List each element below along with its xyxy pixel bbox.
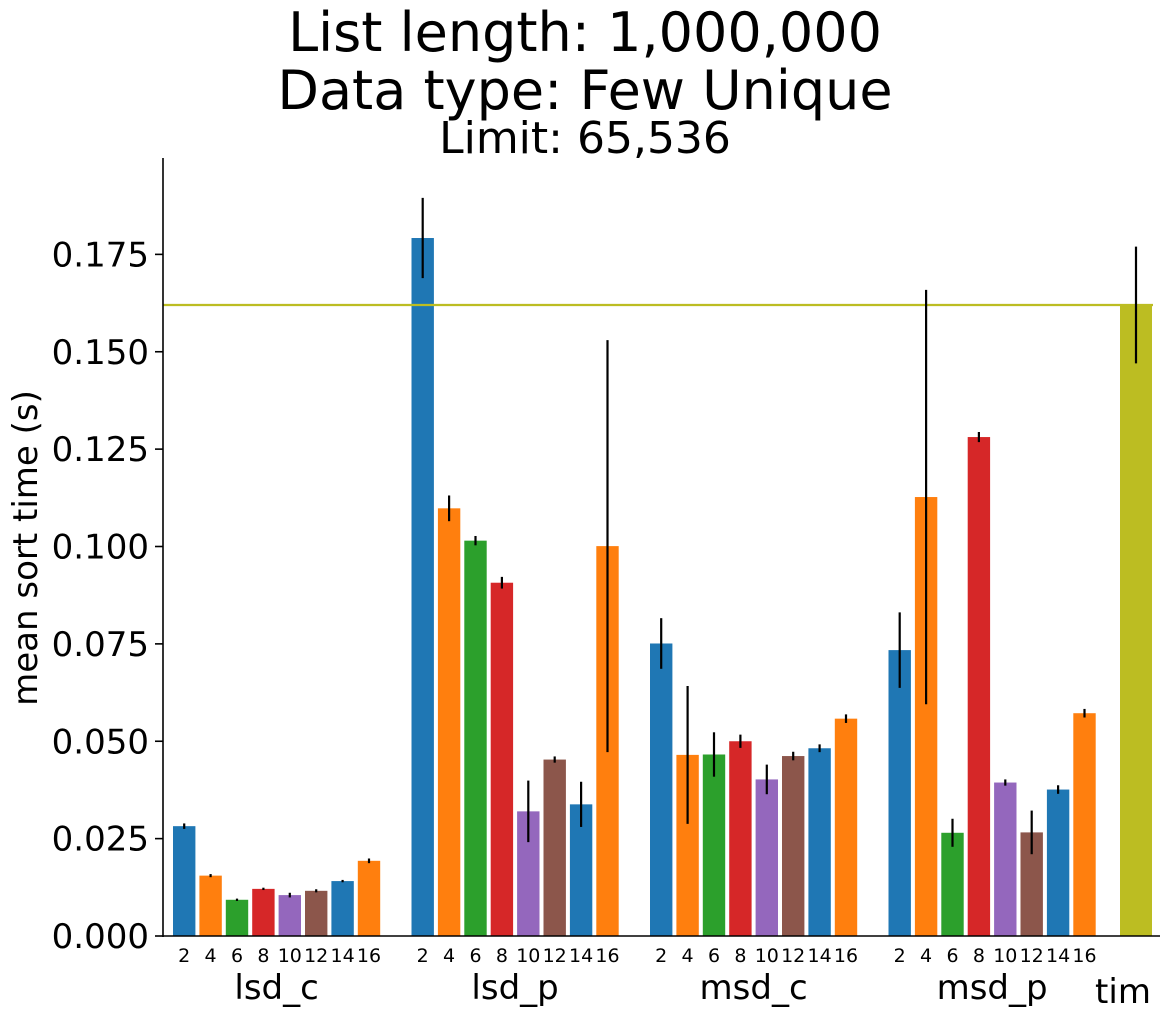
y-tick-label-0.100: 0.100 bbox=[52, 528, 149, 568]
x-tick-label-lsd_p-8: 8 bbox=[496, 945, 508, 967]
bar-msd_p-8 bbox=[967, 437, 991, 936]
bar-msd_p-16 bbox=[1073, 713, 1096, 936]
bar-lsd_c-4 bbox=[199, 875, 222, 936]
chart-subtitle: Data type: Few Unique bbox=[277, 59, 893, 122]
x-tick-label-msd_c-14: 14 bbox=[808, 945, 832, 967]
bar-msd_c-14 bbox=[808, 748, 831, 936]
bar-msd_p-10 bbox=[994, 782, 1017, 936]
bar-msd_c-16 bbox=[834, 718, 858, 936]
bar-lsd_p-14 bbox=[569, 804, 593, 936]
bar-msd_p-12 bbox=[1020, 832, 1043, 936]
group-label-msd_p: msd_p bbox=[937, 968, 1048, 1008]
x-tick-label-msd_c-10: 10 bbox=[755, 945, 779, 967]
x-tick-label-msd_p-10: 10 bbox=[993, 945, 1017, 967]
x-tick-label-msd_c-16: 16 bbox=[834, 945, 858, 967]
bar-msd_c-10 bbox=[755, 779, 778, 936]
x-tick-label-lsd_c-16: 16 bbox=[357, 945, 381, 967]
bar-lsd_c-10 bbox=[278, 895, 301, 936]
x-tick-label-lsd_c-10: 10 bbox=[278, 945, 302, 967]
bar-lsd_p-4 bbox=[437, 508, 461, 936]
x-tick-label-lsd_p-4: 4 bbox=[443, 945, 455, 967]
bar-lsd_p-2 bbox=[411, 238, 434, 937]
y-tick-label-0.125: 0.125 bbox=[52, 430, 149, 470]
x-tick-label-lsd_p-12: 12 bbox=[543, 945, 567, 967]
bar-msd_p-2 bbox=[888, 650, 911, 936]
x-tick-label-lsd_p-10: 10 bbox=[516, 945, 540, 967]
x-tick-label-msd_p-8: 8 bbox=[973, 945, 985, 967]
axes-layer bbox=[155, 158, 1160, 937]
x-tick-label-msd_c-8: 8 bbox=[734, 945, 746, 967]
x-tick-label-msd_c-4: 4 bbox=[682, 945, 694, 967]
x-tick-label-msd_c-12: 12 bbox=[781, 945, 805, 967]
bar-lsd_c-8 bbox=[252, 888, 275, 936]
y-tick-label-0.025: 0.025 bbox=[52, 820, 149, 860]
chart-subtitle-limit: Limit: 65,536 bbox=[439, 113, 731, 164]
x-tick-label-lsd_p-16: 16 bbox=[595, 945, 619, 967]
x-tick-label-lsd_p-14: 14 bbox=[569, 945, 593, 967]
bar-msd_p-4 bbox=[914, 497, 938, 936]
x-tick-label-lsd_c-8: 8 bbox=[257, 945, 269, 967]
group-label-lsd_c: lsd_c bbox=[234, 968, 318, 1008]
x-tick-label-msd_p-14: 14 bbox=[1046, 945, 1070, 967]
bar-lsd_p-12 bbox=[543, 759, 566, 936]
x-tick-label-lsd_c-12: 12 bbox=[304, 945, 328, 967]
bar-lsd_c-14 bbox=[331, 881, 354, 936]
x-tick-label-msd_p-16: 16 bbox=[1072, 945, 1096, 967]
x-tick-label-lsd_p-6: 6 bbox=[469, 945, 481, 967]
group-label-lsd_p: lsd_p bbox=[471, 968, 558, 1008]
bars-layer bbox=[173, 238, 1152, 937]
x-tick-label-lsd_c-4: 4 bbox=[205, 945, 217, 967]
x-tick-label-msd_p-12: 12 bbox=[1020, 945, 1044, 967]
bar-lsd_p-8 bbox=[490, 582, 514, 936]
bar-msd_c-6 bbox=[702, 754, 726, 936]
bar-lsd_c-12 bbox=[305, 890, 328, 936]
bar-lsd_c-16 bbox=[357, 860, 381, 936]
x-tick-label-lsd_c-6: 6 bbox=[231, 945, 243, 967]
x-tick-label-msd_p-4: 4 bbox=[920, 945, 932, 967]
y-axis-label: mean sort time (s) bbox=[6, 390, 46, 706]
group-label-msd_c: msd_c bbox=[700, 968, 808, 1008]
y-tick-label-0.175: 0.175 bbox=[52, 235, 149, 275]
x-tick-label-lsd_c-14: 14 bbox=[331, 945, 355, 967]
bar-msd_c-8 bbox=[729, 741, 752, 936]
error-bars-layer bbox=[183, 197, 1138, 901]
bar-msd_c-12 bbox=[782, 756, 805, 936]
x-tick-label-lsd_c-2: 2 bbox=[178, 945, 190, 967]
group-label-tim: tim bbox=[1095, 972, 1151, 1012]
y-tick-label-0.150: 0.150 bbox=[52, 333, 149, 373]
bar-tim bbox=[1120, 305, 1152, 936]
x-tick-label-msd_c-2: 2 bbox=[655, 945, 667, 967]
bar-msd_c-2 bbox=[650, 643, 673, 936]
bar-lsd_p-6 bbox=[464, 540, 487, 936]
y-tick-label-0.050: 0.050 bbox=[52, 722, 149, 762]
bar-msd_p-14 bbox=[1046, 789, 1070, 936]
x-tick-label-msd_p-2: 2 bbox=[894, 945, 906, 967]
y-tick-label-0.075: 0.075 bbox=[52, 625, 149, 665]
x-tick-label-msd_c-6: 6 bbox=[708, 945, 720, 967]
bar-msd_p-6 bbox=[941, 832, 964, 936]
bar-lsd_p-10 bbox=[517, 811, 540, 936]
bar-lsd_c-6 bbox=[225, 899, 249, 936]
bar-lsd_c-2 bbox=[173, 826, 196, 936]
y-tick-label-0.000: 0.000 bbox=[52, 917, 149, 957]
x-tick-label-lsd_p-2: 2 bbox=[417, 945, 429, 967]
bar-msd_c-4 bbox=[676, 754, 699, 936]
x-tick-label-msd_p-6: 6 bbox=[946, 945, 958, 967]
chart-title: List length: 1,000,000 bbox=[288, 1, 882, 64]
